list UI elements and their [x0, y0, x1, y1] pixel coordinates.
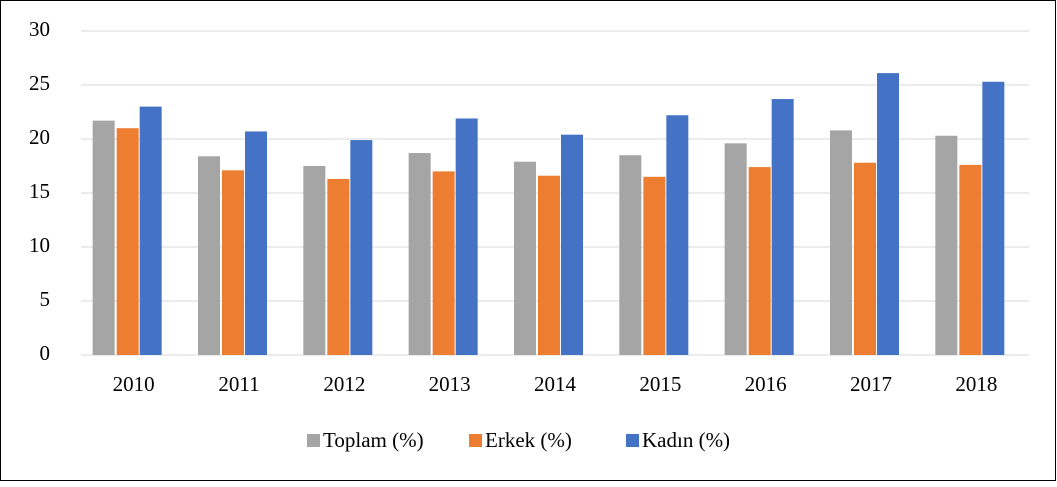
x-tick-label: 2017 [850, 372, 892, 396]
x-tick-label: 2016 [745, 372, 787, 396]
bar [432, 171, 455, 355]
bar [455, 118, 478, 355]
bar [198, 156, 220, 355]
bar [771, 99, 794, 355]
x-tick-label: 2014 [534, 372, 577, 396]
legend-swatch [626, 434, 639, 447]
legend-label: Erkek (%) [485, 428, 572, 452]
bar [666, 115, 689, 356]
y-tick-label: 10 [29, 233, 50, 257]
legend-swatch [307, 434, 320, 447]
bar [92, 120, 115, 355]
bar [538, 175, 560, 355]
x-tick-label: 2018 [955, 372, 997, 396]
x-tick-label: 2015 [639, 372, 681, 396]
bar [643, 176, 666, 355]
bar [935, 135, 958, 355]
bar [959, 164, 982, 355]
x-tick-label: 2013 [429, 372, 471, 396]
bar [748, 167, 771, 355]
bar [854, 162, 876, 355]
y-tick-label: 5 [40, 287, 51, 311]
y-tick-label: 30 [29, 17, 50, 41]
x-tick-label: 2011 [218, 372, 259, 396]
bar [116, 128, 139, 355]
bar [303, 166, 326, 355]
y-tick-label: 20 [29, 125, 50, 149]
bar [877, 73, 899, 356]
bar [830, 130, 852, 355]
bar [724, 143, 747, 355]
bar [245, 131, 267, 355]
bar [619, 155, 642, 355]
y-tick-label: 15 [29, 179, 50, 203]
bar [408, 153, 431, 355]
legend-swatch [469, 434, 482, 447]
legend-label: Kadın (%) [642, 428, 730, 452]
y-tick-label: 0 [40, 341, 51, 365]
bar [222, 170, 244, 355]
x-tick-label: 2012 [323, 372, 365, 396]
bar [327, 178, 350, 355]
y-tick-label: 25 [29, 71, 50, 95]
bar [514, 161, 536, 355]
bar [982, 81, 1005, 355]
bar [561, 134, 583, 355]
bar [139, 106, 162, 355]
bar [350, 140, 373, 355]
x-tick-label: 2010 [113, 372, 155, 396]
legend-label: Toplam (%) [323, 428, 424, 452]
